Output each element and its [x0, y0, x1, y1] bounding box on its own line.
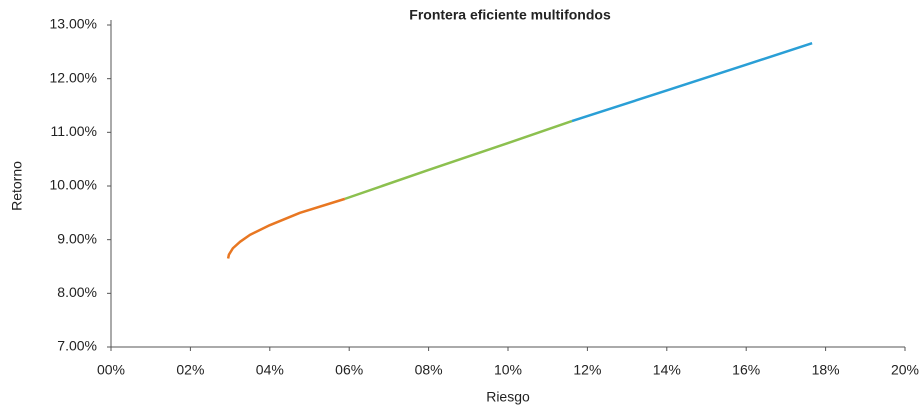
x-tick-label: 04% [256, 362, 284, 378]
x-tick-label: 10% [494, 362, 522, 378]
x-tick-label: 08% [415, 362, 443, 378]
x-axis-label: Riesgo [486, 389, 530, 405]
y-tick-label: 12.00% [50, 69, 97, 85]
y-axis-label: Retorno [9, 161, 25, 211]
x-tick-label: 00% [97, 362, 125, 378]
y-tick-label: 9.00% [57, 230, 97, 246]
y-tick-label: 13.00% [50, 16, 97, 32]
x-tick-label: 02% [176, 362, 204, 378]
frontier-line [226, 197, 346, 259]
y-tick-label: 7.00% [57, 338, 97, 354]
chart-title: Frontera eficiente multifondos [409, 7, 611, 23]
x-tick-label: 20% [891, 362, 919, 378]
x-tick-label: 18% [812, 362, 840, 378]
frontier-line [571, 42, 813, 123]
x-tick-label: 12% [573, 362, 601, 378]
y-tick-label: 8.00% [57, 284, 97, 300]
y-tick-label: 10.00% [50, 177, 97, 193]
x-tick-label: 06% [335, 362, 363, 378]
y-tick-label: 11.00% [51, 123, 97, 139]
x-tick-label: 14% [653, 362, 681, 378]
x-tick-label: 16% [732, 362, 760, 378]
frontier-line [344, 119, 573, 201]
